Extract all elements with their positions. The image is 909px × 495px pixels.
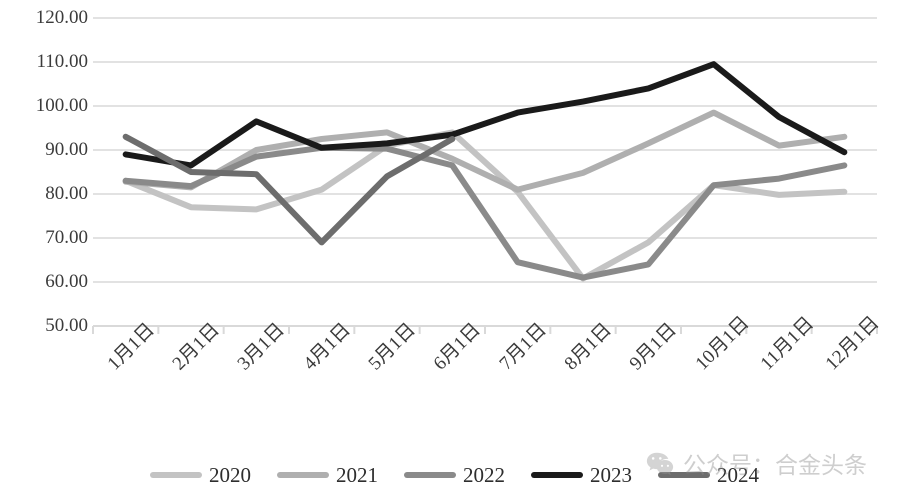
series-line-2024 <box>122 133 456 246</box>
legend-label: 2021 <box>336 462 378 487</box>
legend-swatch <box>277 472 329 478</box>
series-line-2023 <box>122 61 848 169</box>
legend-label: 2020 <box>209 462 251 487</box>
legend-item-2020[interactable]: 2020 <box>150 463 251 488</box>
legend-item-2024[interactable]: 2024 <box>658 463 759 488</box>
legend-swatch <box>150 472 202 478</box>
y-axis: 120.00 110.00 100.00 90.00 80.00 70.00 60.00 50… <box>0 0 88 340</box>
legend-item-2021[interactable]: 2021 <box>277 463 378 488</box>
series-line-2021 <box>122 109 848 193</box>
series-line-2022 <box>122 144 848 281</box>
legend-item-2022[interactable]: 2022 <box>404 463 505 488</box>
chart-legend: 2020 2021 2022 2023 2024 <box>0 458 909 492</box>
y-tick-label: 70.00 <box>45 227 88 248</box>
series-lines <box>122 61 848 282</box>
y-tick-label: 80.00 <box>45 183 88 204</box>
y-tick-label: 60.00 <box>45 271 88 292</box>
legend-label: 2022 <box>463 462 505 487</box>
y-tick-label: 100.00 <box>35 95 88 116</box>
y-tick-label: 110.00 <box>36 51 88 72</box>
legend-label: 2024 <box>717 462 759 487</box>
y-tick-label: 120.00 <box>35 7 88 28</box>
y-tick-label: 50.00 <box>45 315 88 336</box>
legend-swatch <box>658 472 710 478</box>
series-line-2020 <box>122 129 848 282</box>
legend-swatch <box>531 472 583 478</box>
legend-item-2023[interactable]: 2023 <box>531 463 632 488</box>
y-tick-label: 90.00 <box>45 139 88 160</box>
legend-label: 2023 <box>590 462 632 487</box>
axis-line <box>92 325 878 334</box>
legend-swatch <box>404 472 456 478</box>
x-axis: 1月1日 2月1日 3月1日 4月1日 5月1日 6月1日 7月1日 8月1日 9月1日 10月1… <box>0 313 909 448</box>
